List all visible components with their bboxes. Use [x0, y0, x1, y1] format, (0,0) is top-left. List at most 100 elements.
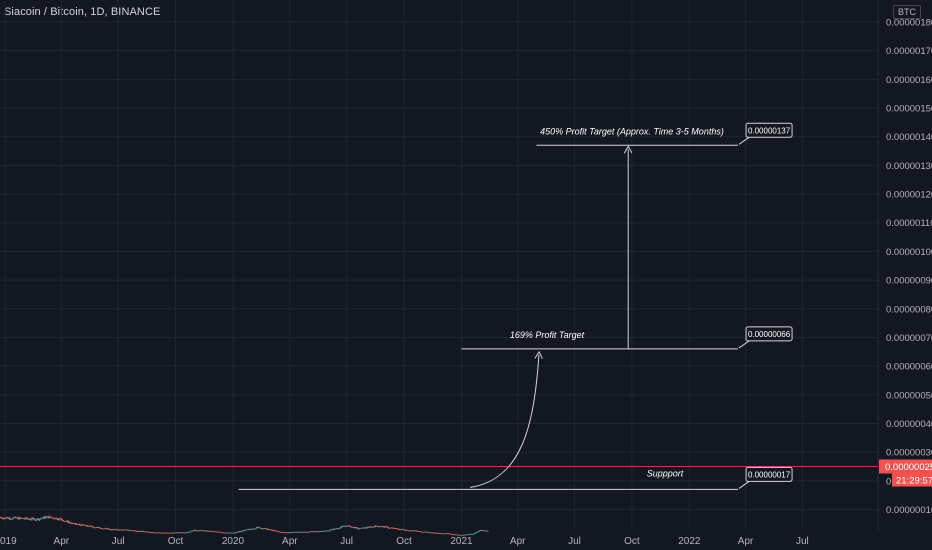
candle-body	[358, 528, 361, 530]
candle-body	[414, 530, 417, 532]
candle-body	[110, 529, 113, 531]
candle-body	[203, 530, 206, 532]
candle-body	[351, 526, 354, 528]
candle-body	[484, 530, 487, 532]
candle-body	[393, 527, 395, 529]
candle-body	[355, 527, 358, 529]
candle-body	[348, 525, 351, 527]
candle-body	[341, 526, 344, 527]
candle-body	[334, 528, 337, 530]
candle-body	[345, 525, 348, 527]
candle-body	[26, 517, 28, 519]
projection-curve[interactable]	[470, 355, 539, 488]
candle-body	[244, 529, 247, 531]
candle-body	[329, 529, 332, 531]
candle-body	[135, 531, 138, 532]
candle-body	[421, 531, 424, 533]
candle-body	[373, 526, 375, 528]
candle-body	[453, 534, 455, 536]
candle-body	[27, 518, 30, 520]
candle-body	[480, 530, 483, 531]
candle-body	[7, 517, 10, 519]
candle-body	[436, 532, 439, 534]
candle-body	[58, 518, 61, 520]
target-169-callout[interactable]	[745, 326, 793, 342]
currency-badge[interactable]: BTC	[893, 5, 921, 19]
x-tick-label: Apr	[738, 536, 754, 547]
candle-body	[478, 531, 480, 532]
candle-body	[213, 531, 216, 533]
candle-body	[379, 526, 382, 528]
candle-body	[429, 532, 432, 534]
candle-body	[12, 517, 15, 519]
target-450-callout[interactable]	[745, 122, 793, 138]
candle-body	[383, 526, 385, 528]
candle-body	[147, 531, 149, 533]
y-tick-label: 0.00000130	[886, 161, 932, 172]
support-callout[interactable]	[745, 466, 793, 482]
candle-body	[309, 531, 312, 533]
candle-body	[315, 531, 318, 533]
drawings[interactable]	[238, 122, 793, 490]
y-tick-label: 0.00000080	[886, 304, 932, 315]
candle-body	[84, 525, 87, 526]
candle-body	[288, 532, 291, 534]
candle-body	[364, 527, 367, 529]
candle-body	[254, 528, 257, 530]
candle-body	[46, 516, 48, 518]
candle-body	[265, 528, 268, 530]
candle-body	[318, 531, 321, 533]
candle-body	[293, 531, 296, 533]
candle-body	[95, 527, 98, 528]
candle-body	[103, 528, 106, 530]
candle-body	[204, 530, 207, 532]
candle-body	[69, 522, 72, 524]
candle-body	[475, 532, 478, 534]
candle-body	[124, 529, 127, 531]
candle-body	[272, 529, 274, 531]
candle-body	[435, 532, 438, 534]
target-169-callout-pointer	[738, 340, 750, 349]
candle-body	[280, 532, 283, 533]
candle-body	[384, 526, 387, 528]
candle-body	[138, 530, 141, 532]
candle-body	[406, 529, 409, 531]
candle-body	[307, 532, 309, 533]
y-tick-label: 0.00000090	[886, 276, 932, 287]
candle-body	[188, 531, 191, 533]
candle-body	[263, 528, 266, 529]
y-tick-label: 0.00000120	[886, 190, 932, 201]
candle-body	[350, 526, 353, 528]
y-tick-label: 0.00000100	[886, 247, 932, 258]
candle-body	[466, 534, 469, 536]
candle-body	[395, 528, 398, 530]
x-tick-label: Oct	[168, 536, 184, 547]
candle-body	[64, 521, 67, 522]
candle-body	[365, 527, 368, 529]
candle-body	[433, 532, 435, 534]
candle-body	[57, 519, 60, 521]
candle-body	[93, 527, 96, 529]
candle-body	[142, 530, 144, 532]
candle-body	[460, 534, 463, 536]
candle-body	[438, 532, 440, 534]
x-tick-label: Jul	[112, 536, 125, 547]
candle-body	[259, 527, 262, 529]
candle-body	[270, 529, 273, 531]
x-tick-label: 019	[0, 536, 17, 547]
candle-body	[194, 529, 197, 531]
candle-body	[445, 533, 448, 534]
candle-body	[67, 520, 70, 523]
candle-body	[302, 531, 304, 533]
y-tick-label: 0.00000180	[886, 18, 932, 29]
candle-body	[312, 531, 314, 533]
candle-body	[295, 531, 298, 533]
candle-body	[17, 517, 20, 520]
candle-body	[175, 532, 178, 534]
candle-body	[360, 527, 363, 529]
candle-body	[3, 518, 6, 519]
candle-body	[224, 532, 227, 534]
candle-body	[249, 528, 252, 530]
candle-body	[326, 530, 329, 532]
